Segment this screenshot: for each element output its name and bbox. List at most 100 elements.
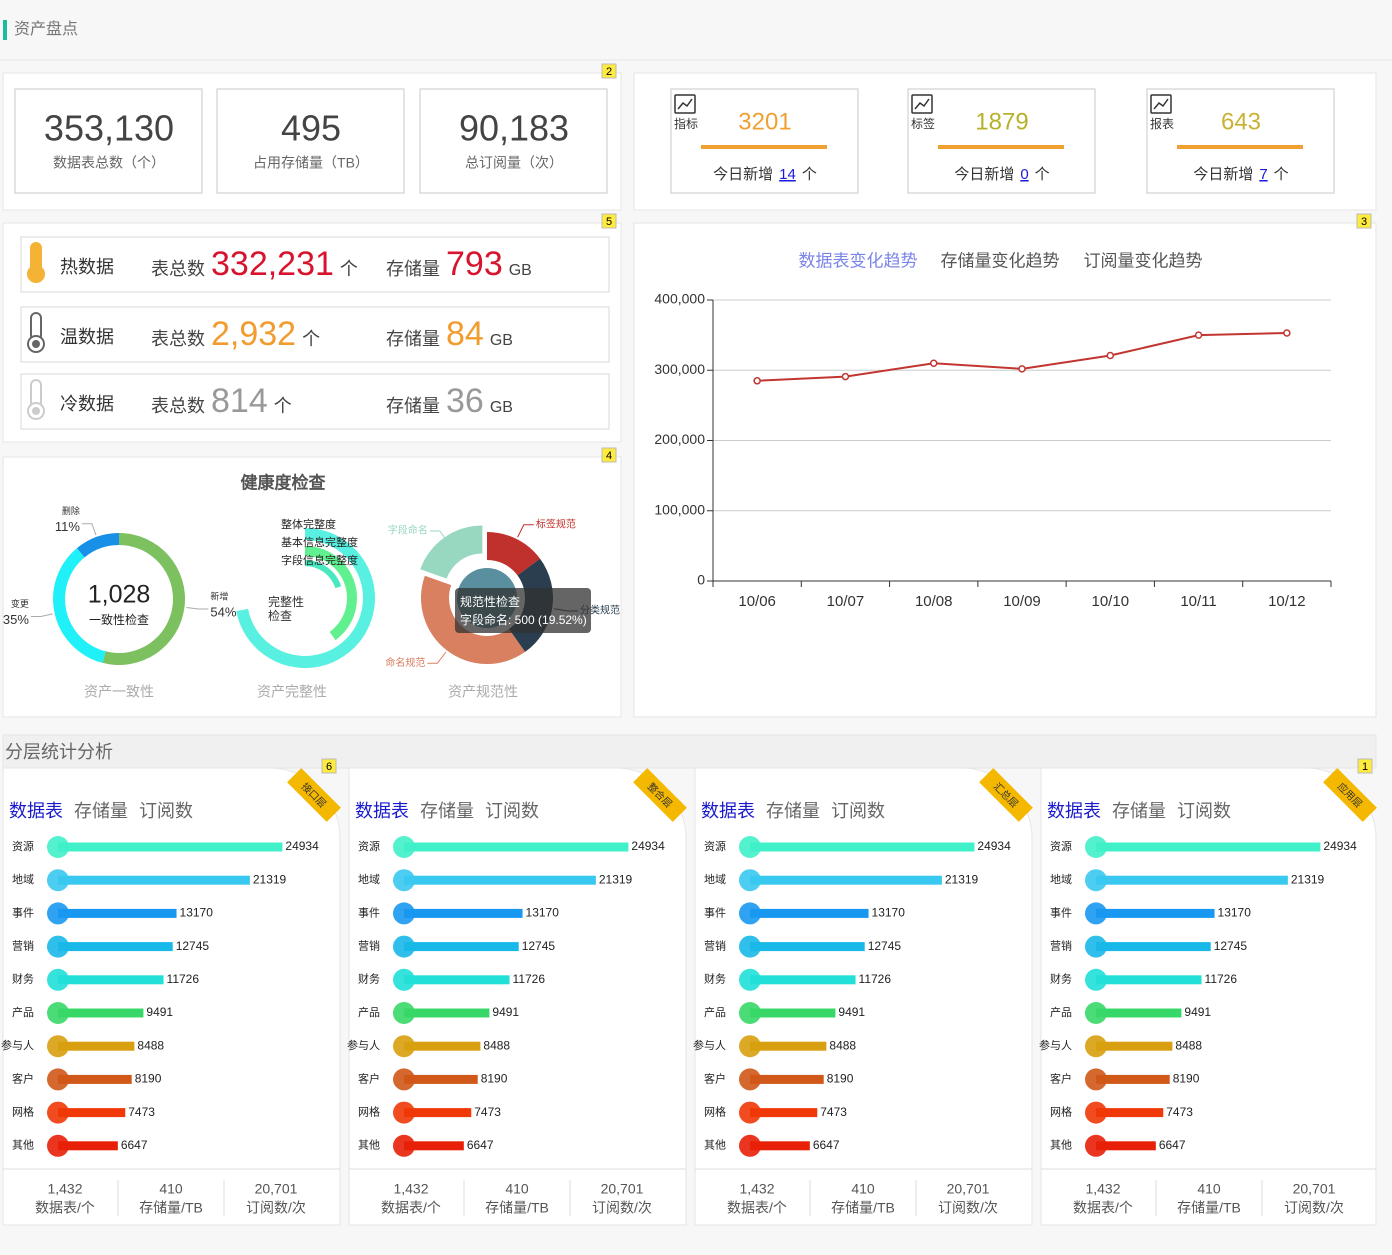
today-new: 今日新增 14 个: [713, 166, 817, 183]
total-card: [216, 88, 405, 194]
bar-cap: [739, 1101, 761, 1124]
bar-cap: [47, 902, 69, 925]
total-label: 占用存储量（TB）: [253, 155, 369, 171]
today-unit: 个: [1274, 166, 1289, 183]
bar: [404, 1074, 478, 1084]
trend-tab[interactable]: 数据表变化趋势: [799, 251, 918, 270]
layer-tab[interactable]: 数据表: [1047, 801, 1101, 821]
bar: [750, 1008, 836, 1018]
stat-value: 1,432: [393, 1181, 428, 1197]
chart-caption: 资产一致性: [84, 684, 154, 700]
layer-tab[interactable]: 数据表: [9, 801, 63, 821]
today-count[interactable]: 7: [1259, 166, 1267, 183]
total-card: [419, 88, 608, 194]
tooltip-text: 字段命名: 500 (19.52%): [460, 612, 587, 627]
layer-tab[interactable]: 订阅数: [139, 801, 193, 821]
layer-tab[interactable]: 数据表: [701, 801, 755, 821]
value-label: 8190: [1173, 1072, 1200, 1086]
value-label: 7473: [128, 1105, 155, 1119]
table-value: 2,932: [211, 315, 296, 353]
category-label: 网格: [358, 1105, 380, 1119]
layer-tab[interactable]: 订阅数: [831, 801, 885, 821]
bar-cap: [739, 1035, 761, 1058]
badge-number: 4: [606, 450, 612, 462]
segment-name: 新增: [210, 590, 228, 601]
asset-card: [670, 88, 859, 194]
trend-point: [753, 377, 761, 385]
bar-cap: [393, 1068, 415, 1091]
bar-cap: [1085, 902, 1107, 925]
category-label: 营销: [358, 939, 380, 953]
badge: [321, 758, 337, 774]
category-label: 产品: [704, 1005, 726, 1019]
donut-segment: [487, 532, 540, 576]
bar: [404, 975, 510, 985]
category-label: 财务: [358, 972, 380, 986]
trend-tab[interactable]: 存储量变化趋势: [941, 251, 1060, 270]
bar: [750, 1074, 824, 1084]
value-label: 8190: [481, 1072, 508, 1086]
radial-legend: 整体完整度: [281, 517, 336, 531]
value-label: 8488: [829, 1038, 856, 1052]
stat-label: 订阅数/次: [246, 1200, 306, 1216]
x-tick-label: 10/09: [1003, 593, 1041, 610]
leader-line: [429, 530, 449, 543]
table-label: 表总数: [151, 329, 205, 349]
layer-panel: [348, 767, 687, 1226]
value-label: 11726: [167, 972, 200, 986]
value-label: 21319: [253, 872, 287, 886]
category-label: 参与人: [693, 1038, 726, 1052]
category-label: 地域: [1050, 873, 1072, 886]
layer-tab[interactable]: 存储量: [1112, 801, 1166, 821]
today-new: 今日新增 7 个: [1193, 166, 1288, 183]
bar-cap: [47, 836, 69, 858]
table-label: 表总数: [151, 259, 205, 279]
stat-label: 数据表/个: [727, 1200, 787, 1216]
trend-point: [1194, 331, 1203, 339]
today-label: 今日新增: [1193, 166, 1253, 183]
bar-cap: [1085, 1101, 1107, 1124]
bar: [750, 908, 869, 918]
leader-line: [30, 613, 53, 617]
asset-icon-glyph: [1153, 98, 1169, 110]
today-count[interactable]: 14: [779, 166, 796, 183]
layer-tab[interactable]: 存储量: [74, 801, 128, 821]
layer-panel: [2, 767, 341, 1226]
category-label: 地域: [12, 873, 34, 886]
today-count[interactable]: 0: [1020, 166, 1028, 183]
bar-cap: [1085, 1035, 1107, 1058]
trend-point: [841, 372, 850, 381]
layer-tab[interactable]: 存储量: [420, 801, 474, 821]
category-label: 资源: [704, 839, 726, 853]
stat-label: 订阅数/次: [938, 1200, 998, 1216]
segment-value: 35%: [3, 612, 29, 627]
table-count: 表总数 2,932 个: [151, 315, 320, 353]
section-title: 分层统计分析: [5, 742, 113, 762]
value-label: 6647: [1159, 1138, 1186, 1152]
stat-value: 20,701: [255, 1181, 298, 1197]
bar-cap: [1085, 869, 1107, 892]
category-label: 其他: [1050, 1139, 1072, 1152]
layer-tab[interactable]: 存储量: [766, 801, 820, 821]
category-label: 财务: [12, 972, 34, 986]
layer-tab[interactable]: 数据表: [355, 801, 409, 821]
storage: 存储量 36 GB: [386, 382, 513, 420]
layer-tab[interactable]: 订阅数: [485, 801, 539, 821]
center-label: 完整性: [268, 594, 304, 609]
segment-value: 11%: [55, 519, 80, 534]
trend-tab[interactable]: 订阅量变化趋势: [1084, 251, 1203, 270]
category-label: 产品: [12, 1005, 34, 1019]
badge: [601, 213, 617, 229]
category-label: 产品: [358, 1005, 380, 1019]
bar-cap: [739, 902, 761, 925]
layer-tab[interactable]: 订阅数: [1177, 801, 1231, 821]
asset-count: 3201: [738, 108, 791, 135]
bar-cap: [47, 1101, 69, 1124]
stat-value: 1,432: [1085, 1181, 1120, 1197]
value-label: 13170: [180, 906, 214, 920]
donut-segment: [420, 525, 483, 579]
value-label: 6647: [121, 1138, 148, 1152]
temp-row: [20, 236, 610, 293]
bar-cap: [47, 968, 69, 991]
radial-bar: [305, 560, 342, 589]
